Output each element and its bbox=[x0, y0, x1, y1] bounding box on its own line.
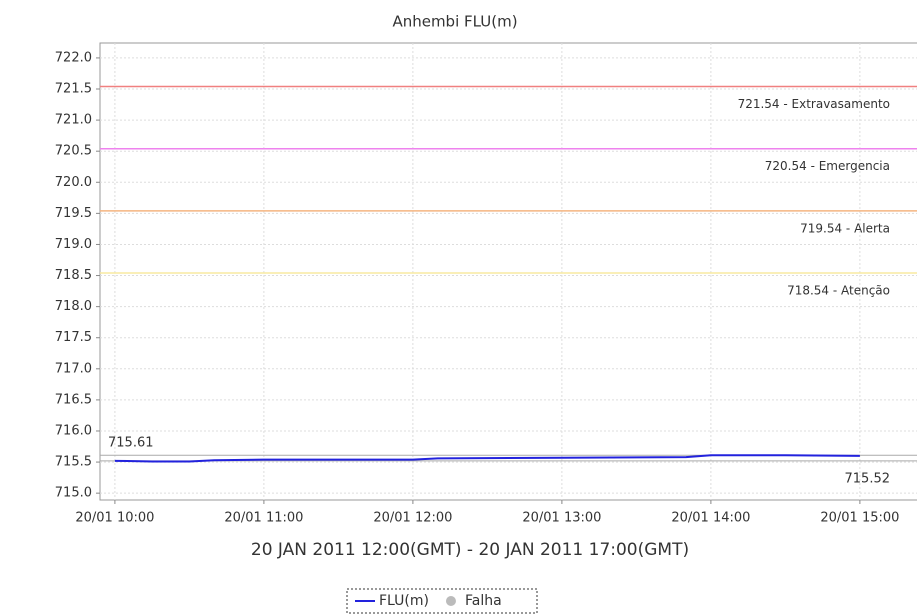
y-tick-label: 721.5 bbox=[55, 82, 92, 97]
plot-area bbox=[99, 42, 917, 501]
threshold-label: 721.54 - Extravasamento bbox=[738, 97, 890, 111]
threshold-label: 720.54 - Emergencia bbox=[765, 159, 890, 173]
y-tick-label: 721.0 bbox=[55, 113, 92, 128]
x-tick-label: 20/01 13:00 bbox=[522, 511, 601, 526]
chart-title: Anhembi FLU(m) bbox=[392, 13, 517, 31]
y-tick-label: 716.5 bbox=[55, 392, 92, 407]
y-tick-label: 716.0 bbox=[55, 423, 92, 438]
legend-label: FLU(m) bbox=[379, 593, 429, 609]
legend-label: Falha bbox=[465, 593, 502, 609]
x-tick-label: 20/01 10:00 bbox=[75, 511, 154, 526]
y-tick-label: 720.0 bbox=[55, 175, 92, 190]
series-line bbox=[114, 454, 860, 463]
x-tick-label: 20/01 11:00 bbox=[224, 511, 303, 526]
x-tick-label: 20/01 12:00 bbox=[373, 511, 452, 526]
y-tick-label: 718.5 bbox=[55, 268, 92, 283]
reference-label: 715.52 bbox=[845, 471, 891, 486]
y-tick-label: 715.5 bbox=[55, 455, 92, 470]
x-tick-label: 20/01 14:00 bbox=[671, 511, 750, 526]
y-tick-label: 719.0 bbox=[55, 237, 92, 252]
y-tick-label: 717.5 bbox=[55, 330, 92, 345]
x-tick-label: 20/01 15:00 bbox=[820, 511, 899, 526]
y-tick-label: 718.0 bbox=[55, 299, 92, 314]
legend bbox=[346, 588, 538, 614]
y-tick-label: 717.0 bbox=[55, 361, 92, 376]
chart-subtitle: 20 JAN 2011 12:00(GMT) - 20 JAN 2011 17:… bbox=[251, 540, 689, 560]
y-tick-label: 720.5 bbox=[55, 144, 92, 159]
threshold-label: 719.54 - Alerta bbox=[800, 221, 890, 235]
y-tick-label: 719.5 bbox=[55, 206, 92, 221]
reference-label: 715.61 bbox=[108, 436, 154, 451]
y-tick-label: 722.0 bbox=[55, 50, 92, 65]
y-tick-label: 715.0 bbox=[55, 486, 92, 501]
legend-swatch bbox=[445, 596, 456, 606]
threshold-label: 718.54 - Atenção bbox=[787, 284, 890, 298]
